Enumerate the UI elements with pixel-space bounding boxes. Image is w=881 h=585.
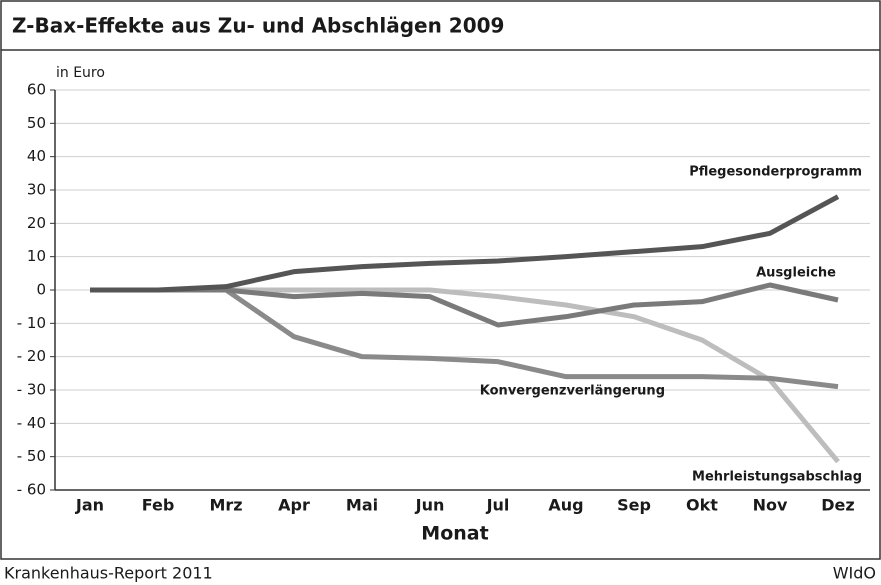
x-tick-label: Dez bbox=[821, 496, 854, 515]
x-tick-label: Mrz bbox=[209, 496, 242, 515]
x-tick-label: Apr bbox=[278, 496, 310, 515]
x-tick-label: Okt bbox=[686, 496, 718, 515]
series-label: Konvergenzverlängerung bbox=[480, 384, 665, 399]
series-label: Ausgleiche bbox=[756, 266, 836, 281]
y-tick-label: - 40 bbox=[17, 414, 46, 432]
x-tick-label: Nov bbox=[753, 496, 788, 515]
source: Krankenhaus-Report 2011 bbox=[4, 564, 213, 583]
x-tick-label: Jan bbox=[75, 496, 104, 515]
y-tick-label: - 60 bbox=[17, 481, 46, 499]
y-tick-label: 10 bbox=[27, 247, 46, 265]
y-tick-label: - 10 bbox=[17, 314, 46, 332]
y-axis-label: in Euro bbox=[56, 65, 105, 81]
series-line bbox=[90, 282, 839, 328]
y-tick-label: 0 bbox=[36, 281, 46, 299]
frame bbox=[0, 0, 881, 560]
series-label: Mehrleistungsabschlag bbox=[692, 470, 862, 485]
series-label: Pflegesonderprogramm bbox=[689, 165, 862, 180]
x-tick-label: Sep bbox=[617, 496, 651, 515]
y-tick-label: - 50 bbox=[17, 447, 46, 465]
x-axis-label: Monat bbox=[421, 523, 488, 545]
publisher: WIdO bbox=[833, 564, 876, 583]
series-line bbox=[90, 194, 840, 293]
y-tick-label: - 30 bbox=[17, 381, 46, 399]
x-tick-label: Mai bbox=[346, 496, 378, 515]
y-tick-label: - 20 bbox=[17, 347, 46, 365]
x-tick-label: Feb bbox=[142, 496, 175, 515]
y-tick-label: 60 bbox=[27, 81, 46, 99]
y-tick-label: 40 bbox=[27, 147, 46, 165]
x-tick-label: Jul bbox=[486, 496, 510, 515]
series-line bbox=[90, 287, 839, 390]
y-tick-label: 30 bbox=[27, 181, 46, 199]
chart-title: Z-Bax-Effekte aus Zu- und Abschlägen 200… bbox=[12, 14, 504, 38]
y-tick-label: 20 bbox=[27, 214, 46, 232]
x-tick-label: Jun bbox=[415, 496, 445, 515]
y-tick-label: 50 bbox=[27, 114, 46, 132]
x-tick-label: Aug bbox=[548, 496, 583, 515]
